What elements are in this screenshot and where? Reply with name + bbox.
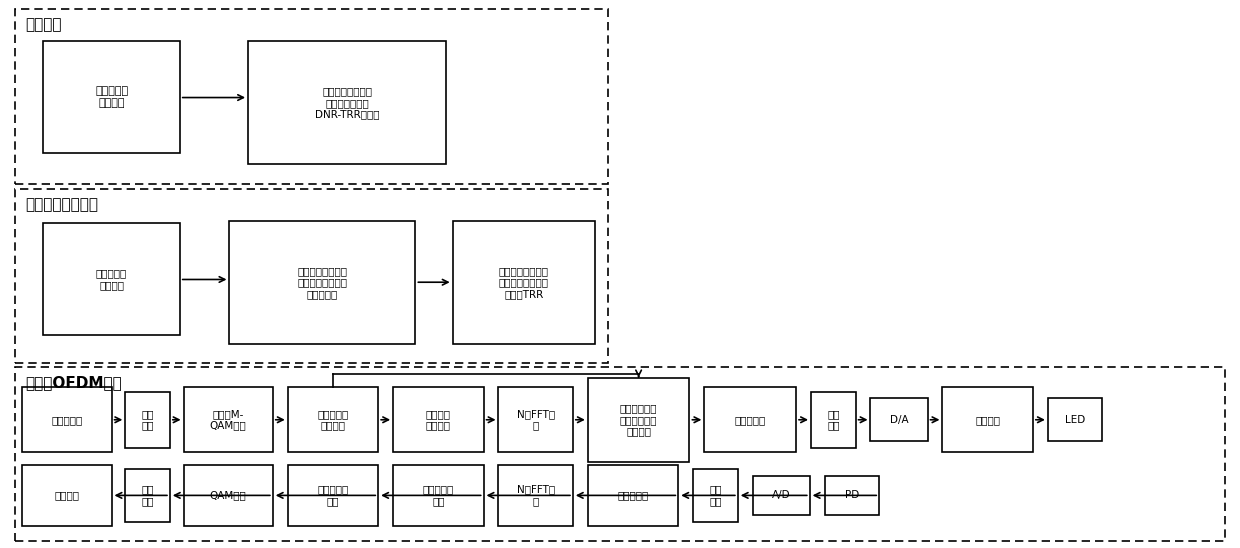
Text: 可见光OFDM系统: 可见光OFDM系统 — [25, 375, 122, 390]
Bar — [184, 465, 273, 526]
Bar — [184, 387, 273, 452]
Text: 通信建立初始过程: 通信建立初始过程 — [25, 197, 98, 212]
Bar — [393, 387, 484, 452]
Bar — [393, 465, 484, 526]
Text: 共轭对称
载波映射: 共轭对称 载波映射 — [425, 409, 451, 431]
Text: 根据系统可达速率
最大化准则生成
DNR-TRR查找表: 根据系统可达速率 最大化准则生成 DNR-TRR查找表 — [315, 86, 379, 119]
Bar — [43, 41, 180, 153]
Text: 确定预留子
载波位置: 确定预留子 载波位置 — [95, 87, 128, 108]
Bar — [22, 387, 112, 452]
Text: 滤除预留子
载波: 滤除预留子 载波 — [317, 484, 348, 506]
Text: 发射机发送
导频信号: 发射机发送 导频信号 — [95, 269, 128, 290]
Text: 二进制流: 二进制流 — [55, 490, 79, 500]
Bar — [753, 476, 810, 515]
Text: D/A: D/A — [889, 415, 909, 425]
Bar — [588, 378, 689, 462]
Bar — [43, 223, 180, 335]
Bar — [693, 469, 738, 522]
Text: 串并
转换: 串并 转换 — [141, 409, 154, 431]
Bar — [704, 387, 796, 452]
Bar — [870, 398, 928, 441]
Bar — [15, 189, 608, 363]
Text: 串并
转换: 串并 转换 — [709, 484, 722, 506]
Bar — [229, 221, 415, 344]
Bar — [825, 476, 879, 515]
Text: 并串
转换: 并串 转换 — [141, 484, 154, 506]
Text: 直流偏置: 直流偏置 — [975, 415, 1001, 425]
Bar — [588, 465, 678, 526]
Bar — [15, 9, 608, 184]
Text: 接收机利用导频估
计信道噪声功率并
回传发射机: 接收机利用导频估 计信道噪声功率并 回传发射机 — [298, 266, 347, 299]
Text: 移除共轭子
载波: 移除共轭子 载波 — [423, 484, 454, 506]
Text: 去循环前缀: 去循环前缀 — [618, 490, 649, 500]
Bar — [125, 469, 170, 522]
Text: 自适应M-
QAM调制: 自适应M- QAM调制 — [210, 409, 247, 431]
Text: 发射机根据噪声功
率值从查找表中获
取最佳TRR: 发射机根据噪声功 率值从查找表中获 取最佳TRR — [498, 266, 549, 299]
Bar — [498, 465, 573, 526]
Text: QAM解码: QAM解码 — [210, 490, 247, 500]
Text: 加循环前缀: 加循环前缀 — [734, 415, 766, 425]
Bar — [811, 392, 856, 448]
Text: 二进制信源: 二进制信源 — [51, 415, 83, 425]
Bar — [288, 465, 378, 526]
Text: 并串
转换: 并串 转换 — [827, 409, 839, 431]
Text: PD: PD — [844, 490, 859, 500]
Text: N点FFT解
调: N点FFT解 调 — [517, 484, 554, 506]
Bar — [288, 387, 378, 452]
Bar — [125, 392, 170, 448]
Bar — [15, 367, 1225, 541]
Bar — [498, 387, 573, 452]
Bar — [1048, 398, 1102, 441]
Text: 离线阶段: 离线阶段 — [25, 18, 61, 32]
Bar — [453, 221, 595, 344]
Text: LED: LED — [1065, 415, 1085, 425]
Text: A/D: A/D — [771, 490, 791, 500]
Bar — [248, 41, 446, 164]
Bar — [22, 465, 112, 526]
Text: 插入零值预
留子载波: 插入零值预 留子载波 — [317, 409, 348, 431]
Text: 凸优化算法计
算出预留子载
波幅度值: 凸优化算法计 算出预留子载 波幅度值 — [620, 403, 657, 436]
Bar — [942, 387, 1033, 452]
Text: N点FFT调
制: N点FFT调 制 — [517, 409, 554, 431]
